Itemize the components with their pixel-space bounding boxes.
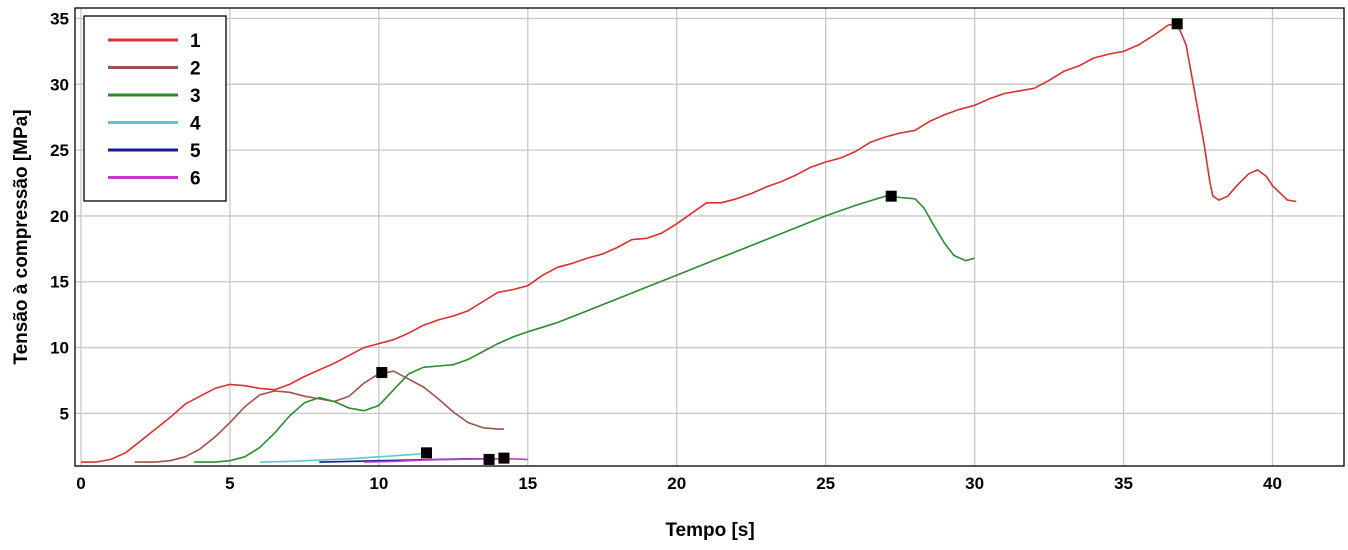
- failure-marker-1: [1171, 18, 1183, 30]
- plot-frame: [74, 7, 1345, 467]
- failure-marker-2: [376, 367, 388, 379]
- legend-label-3: 3: [190, 86, 201, 107]
- legend: 1 2 3 4 5 6: [83, 15, 227, 202]
- legend-box: [83, 15, 227, 202]
- x-tick-label: 20: [667, 474, 686, 493]
- failure-markers: [376, 18, 1183, 465]
- y-tick-label: 20: [50, 207, 69, 226]
- series-line-3: [194, 195, 975, 463]
- x-tick-label: 40: [1263, 474, 1282, 493]
- legend-label-6: 6: [190, 169, 201, 190]
- x-tick-label: 15: [518, 474, 537, 493]
- x-tick-label: 30: [965, 474, 984, 493]
- y-tick-label: 5: [60, 404, 69, 423]
- failure-marker-3: [885, 190, 897, 202]
- x-tick-label: 10: [369, 474, 388, 493]
- y-axis-title: Tensão à compressão [MPa]: [11, 109, 32, 364]
- y-tick-label: 30: [50, 75, 69, 94]
- y-tick-label: 35: [50, 10, 69, 29]
- failure-marker-4: [421, 447, 433, 459]
- failure-marker-5: [483, 453, 495, 465]
- series-layer: [81, 23, 1297, 463]
- failure-marker-6: [498, 452, 510, 464]
- legend-label-1: 1: [190, 31, 201, 52]
- legend-label-5: 5: [190, 141, 201, 162]
- legend-label-2: 2: [190, 59, 201, 80]
- y-tick-label: 10: [50, 339, 69, 358]
- y-tick-label: 15: [50, 273, 69, 292]
- x-tick-label: 25: [816, 474, 835, 493]
- y-tick-label: 25: [50, 141, 69, 160]
- legend-label-4: 4: [190, 114, 201, 135]
- x-tick-label: 0: [76, 474, 85, 493]
- series-line-4: [259, 452, 424, 463]
- x-axis-title: Tempo [s]: [665, 520, 754, 541]
- series-line-1: [81, 23, 1297, 463]
- x-tick-label: 35: [1114, 474, 1133, 493]
- grid: [75, 8, 1344, 466]
- x-tick-label: 5: [225, 474, 234, 493]
